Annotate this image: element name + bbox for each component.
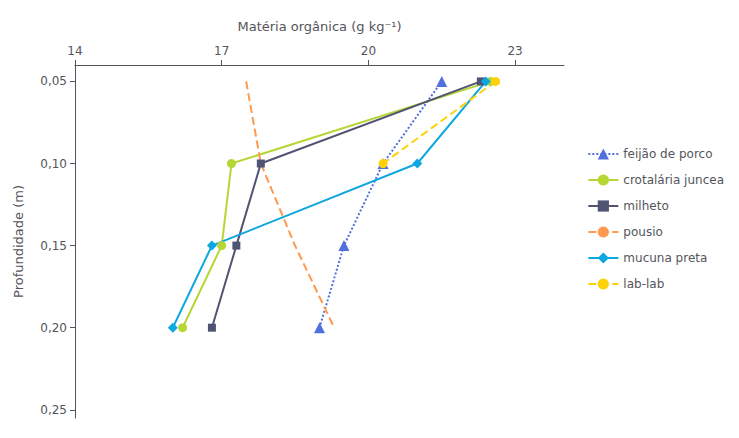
svg-text:17: 17 bbox=[214, 44, 229, 58]
svg-text:0,05: 0,05 bbox=[40, 74, 67, 88]
svg-text:pousio: pousio bbox=[623, 225, 663, 239]
svg-text:mucuna preta: mucuna preta bbox=[623, 251, 707, 265]
svg-text:20: 20 bbox=[361, 44, 376, 58]
svg-text:0,15: 0,15 bbox=[40, 239, 67, 253]
svg-text:milheto: milheto bbox=[623, 199, 668, 213]
svg-text:0,20: 0,20 bbox=[40, 321, 67, 335]
svg-text:Profundidade (m): Profundidade (m) bbox=[11, 185, 26, 298]
svg-text:0,10: 0,10 bbox=[40, 157, 67, 171]
svg-text:lab-lab: lab-lab bbox=[623, 277, 664, 291]
svg-text:crotalária juncea: crotalária juncea bbox=[623, 173, 724, 187]
svg-text:14: 14 bbox=[67, 44, 82, 58]
svg-text:Matéria orgânica (g kg⁻¹): Matéria orgânica (g kg⁻¹) bbox=[237, 19, 401, 34]
svg-text:feijão de porco: feijão de porco bbox=[623, 147, 712, 161]
svg-text:0,25: 0,25 bbox=[40, 403, 67, 417]
svg-text:23: 23 bbox=[507, 44, 522, 58]
